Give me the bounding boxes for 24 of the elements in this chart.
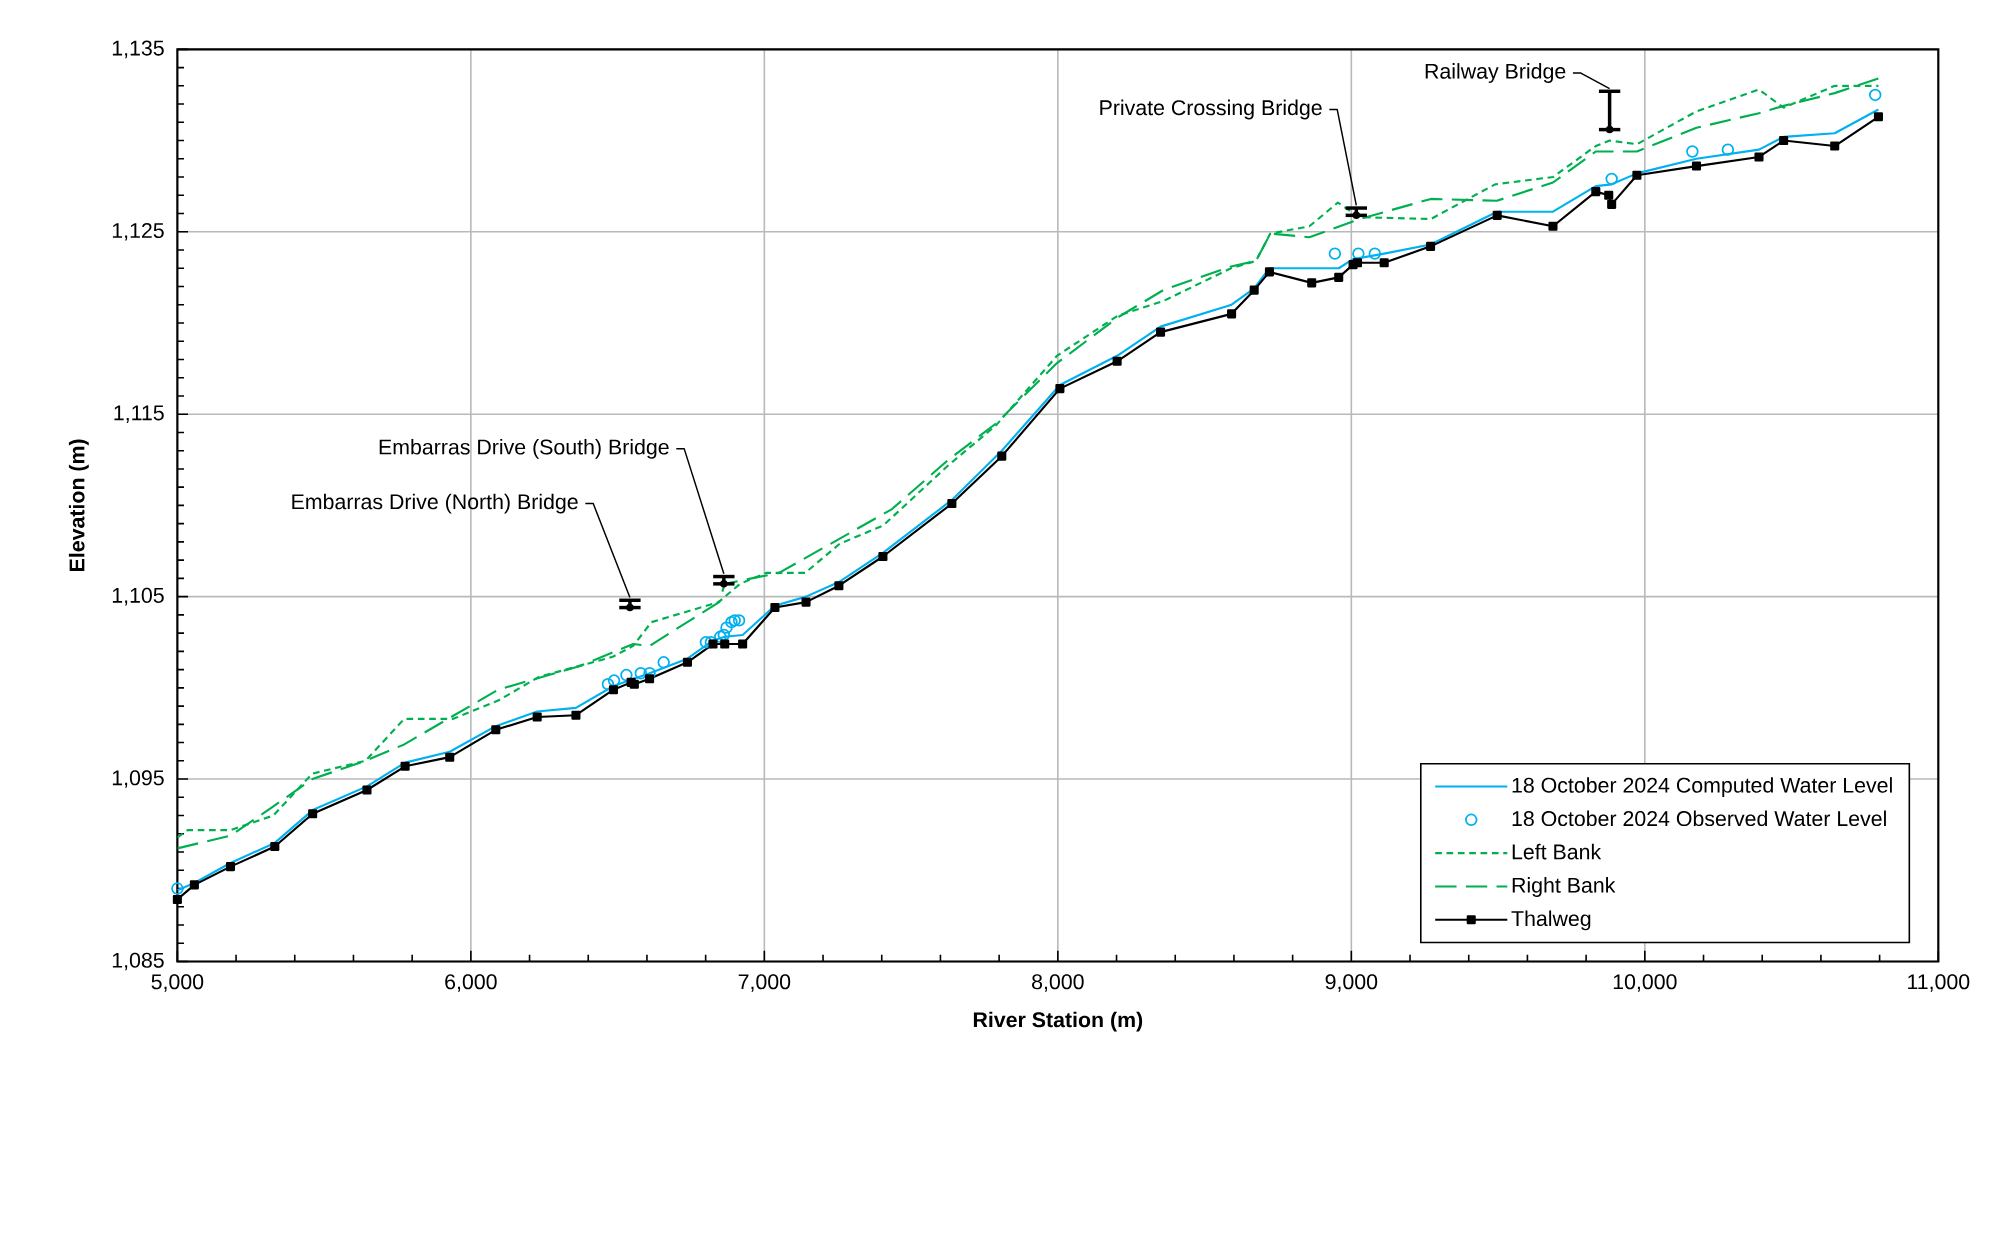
legend-label: Right Bank <box>1512 877 1616 897</box>
legend-label: Thalweg <box>1511 910 1591 931</box>
x-tick-label: 7,000 <box>738 974 791 992</box>
legend-label: 18 October 2024 Observed Water Level <box>1512 810 1886 827</box>
x-tick-label: 5,000 <box>151 974 204 992</box>
y-tick-label: 1,135 <box>112 40 164 59</box>
annotation: Private Crossing Bridge <box>1100 99 1322 120</box>
y-axis-title: Elevation (m) <box>68 439 89 571</box>
x-tick-label: 6,000 <box>445 974 497 992</box>
legend-label: Left Bank <box>1512 843 1602 860</box>
x-tick-label: 9,000 <box>1325 974 1378 992</box>
annotation: Embarras Drive (North) Bridge <box>292 493 578 514</box>
y-tick-label: 1,095 <box>112 770 164 788</box>
x-tick-label: 10,000 <box>1613 974 1677 992</box>
x-tick-label: 8,000 <box>1032 974 1084 992</box>
x-axis-title: River Station (m) <box>973 1011 1143 1032</box>
x-tick-label: 11,000 <box>1908 974 1970 992</box>
y-tick-label: 1,105 <box>112 587 164 606</box>
annotation: Embarras Drive (South) Bridge <box>379 438 669 459</box>
annotation: Railway Bridge <box>1425 63 1566 83</box>
y-tick-label: 1,085 <box>112 952 164 971</box>
y-tick-label: 1,125 <box>112 222 164 241</box>
legend-label: 18 October 2024 Computed Water Level <box>1512 777 1892 797</box>
y-tick-label: 1,115 <box>114 405 164 423</box>
